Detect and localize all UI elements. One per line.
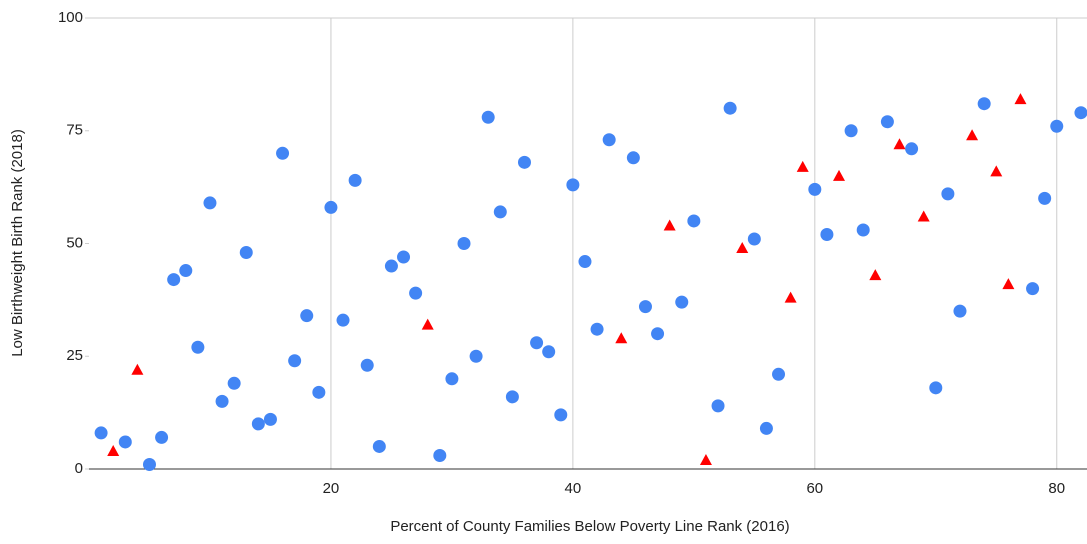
point [300, 309, 314, 323]
point [118, 435, 132, 449]
point [759, 421, 773, 435]
y-tick-label: 75 [66, 122, 83, 139]
point [348, 173, 362, 187]
point [929, 381, 943, 395]
point [723, 101, 737, 115]
point [215, 394, 229, 408]
point [566, 178, 580, 192]
point [409, 286, 423, 300]
point [131, 363, 144, 375]
x-tick-label: 80 [1048, 480, 1065, 497]
point [1074, 106, 1087, 120]
point [191, 340, 205, 354]
point [227, 376, 241, 390]
point [203, 196, 217, 210]
point [517, 155, 531, 169]
point [869, 269, 882, 281]
y-axis-title: Low Birthweight Birth Rank (2018) [9, 129, 26, 357]
point [736, 242, 749, 254]
point [94, 426, 108, 440]
point [360, 358, 374, 372]
y-tick-label: 25 [66, 347, 83, 364]
point [397, 250, 411, 264]
point [421, 318, 434, 330]
point [747, 232, 761, 246]
point [578, 255, 592, 269]
point [880, 115, 894, 129]
point [1050, 119, 1064, 133]
point [638, 300, 652, 314]
point [372, 439, 386, 453]
point [554, 408, 568, 422]
point [239, 246, 253, 260]
point [615, 332, 628, 344]
point [505, 390, 519, 404]
y-tick-label: 50 [66, 234, 83, 251]
point [808, 182, 822, 196]
point [687, 214, 701, 228]
point [844, 124, 858, 138]
x-tick-label: 20 [323, 480, 340, 497]
point [833, 169, 846, 181]
x-tick-label: 60 [806, 480, 823, 497]
point [590, 322, 604, 336]
point [675, 295, 689, 309]
point [179, 264, 193, 278]
point [711, 399, 725, 413]
point [336, 313, 350, 327]
point [905, 142, 919, 156]
point [155, 430, 169, 444]
point [263, 412, 277, 426]
point [384, 259, 398, 273]
point [1002, 278, 1015, 290]
point [1026, 282, 1040, 296]
point [481, 110, 495, 124]
point [772, 367, 786, 381]
point [167, 273, 181, 287]
point [469, 349, 483, 363]
point [602, 133, 616, 147]
point [893, 138, 906, 150]
point [953, 304, 967, 318]
y-tick-label: 100 [58, 9, 83, 26]
point [651, 327, 665, 341]
point [542, 345, 556, 359]
point [276, 146, 290, 160]
point [856, 223, 870, 237]
point [107, 444, 120, 456]
point [445, 372, 459, 386]
point [530, 336, 544, 350]
x-axis-title: Percent of County Families Below Poverty… [390, 518, 789, 535]
point [784, 291, 797, 303]
point [1014, 93, 1027, 105]
point [433, 448, 447, 462]
point [917, 210, 930, 222]
point [324, 200, 338, 214]
point [312, 385, 326, 399]
point [1038, 191, 1052, 205]
point [796, 160, 809, 172]
point [820, 227, 834, 241]
point [457, 237, 471, 250]
point [663, 219, 676, 231]
point [142, 457, 156, 471]
point [977, 97, 991, 111]
point [288, 354, 302, 368]
point [941, 187, 955, 201]
y-tick-label: 0 [75, 460, 83, 477]
x-tick-label: 40 [565, 480, 582, 497]
point [990, 165, 1003, 177]
point [966, 129, 979, 141]
point [251, 417, 265, 431]
point [493, 205, 507, 219]
point [626, 151, 640, 165]
point [699, 453, 712, 465]
